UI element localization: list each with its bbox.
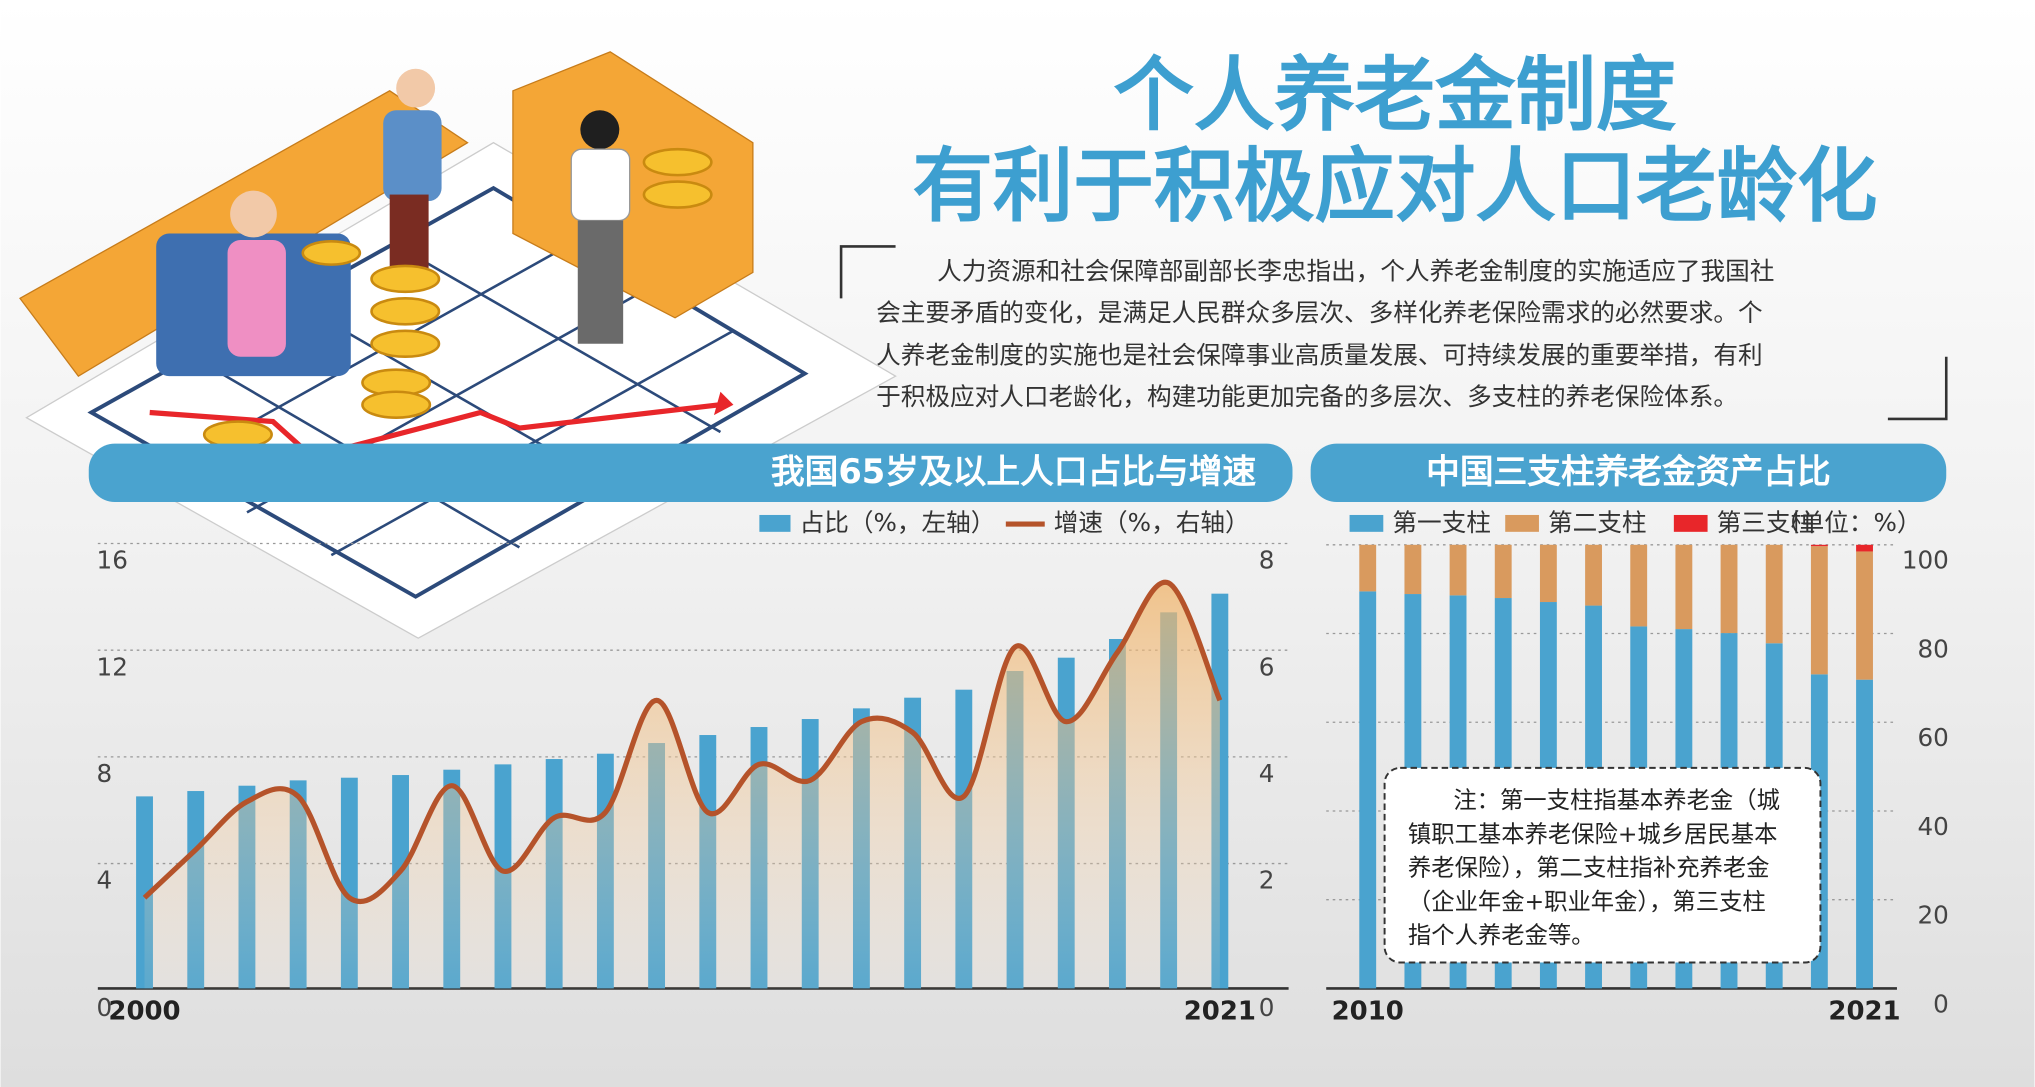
bar-segment [1810,544,1828,547]
x-tick-label: 2010 [1332,996,1404,1026]
y2-tick-label: 0 [1259,993,1275,1022]
y-tick-label: 40 [1917,812,1948,841]
bar-segment [1856,544,1873,552]
bar-segment [1585,544,1602,606]
bar-segment [1359,544,1377,592]
person [570,148,631,222]
y2-tick-label: 8 [1259,546,1275,575]
y-tick-label: 20 [1917,901,1948,930]
y-tick-label: 60 [1917,723,1948,752]
chart-title: 中国三支柱养老金资产占比 [1426,452,1831,491]
bar-segment [1675,544,1693,630]
paragraph-line: 于积极应对人口老龄化，构建功能更加完备的多层次、多支柱的养老保险体系。 [876,382,1738,411]
y-tick-label: 8 [97,759,113,788]
y2-tick-label: 6 [1259,652,1275,681]
title-line: 有利于积极应对人口老龄化 [913,139,1878,233]
legend-label: 增速（%，右轴） [1054,508,1250,537]
bar-segment [1404,544,1422,595]
y-tick-label: 16 [97,546,128,575]
note-line: （企业年金+职业年金），第三支柱 [1408,887,1766,915]
money-stack [512,51,754,319]
y2-tick-label: 2 [1259,866,1275,895]
bar-segment [1765,544,1783,644]
note-line: 镇职工基本养老保险+城乡居民基本 [1408,820,1777,848]
bar-segment [1856,551,1873,680]
grid-board [87,185,809,599]
y-tick-label: 0 [1933,989,1949,1018]
person [230,190,277,238]
person [396,68,436,108]
legend-label: 占比（%，左轴） [800,508,996,537]
note-box [1383,766,1822,964]
legend-swatch [1349,514,1384,532]
x-tick-label: 2000 [108,996,180,1026]
chart-banner [1310,443,1947,502]
y2-tick-label: 4 [1259,759,1275,788]
person [577,220,624,344]
legend-swatch [1673,514,1708,532]
legend-label: 第三支柱 [1717,508,1816,537]
chart-banner [88,443,1293,502]
bar-segment [1494,544,1512,599]
note-line: 指个人养老金等。 [1408,921,1595,949]
bar-segment [1539,544,1557,603]
note-line: 注：第一支柱指基本养老金（城 [1453,786,1780,814]
title-line: 个人养老金制度 [1114,48,1677,142]
person [383,110,442,202]
coins [202,147,713,475]
line [142,579,1223,905]
bar-segment [1359,591,1377,989]
unit-label: （单位：%） [1775,508,1922,537]
bar-segment [1630,544,1648,627]
x-tick-label: 2021 [1184,996,1256,1026]
person [227,239,286,357]
trend-arrow [149,402,721,460]
y-tick-label: 4 [97,866,113,895]
x-tick-label: 2021 [1828,996,1900,1026]
y-tick-label: 0 [97,993,113,1022]
y-tick-label: 100 [1902,546,1949,575]
paragraph-line: 会主要矛盾的变化，是满足人民群众多层次、多样化养老保险需求的必然要求。个 [876,298,1763,327]
legend-label: 第一支柱 [1392,508,1491,537]
legend-swatch [1505,514,1539,532]
bar-segment [1856,679,1873,989]
illustration [19,51,897,639]
note-line: 养老保险），第二支柱指补充养老金 [1408,854,1770,882]
y-tick-label: 80 [1917,634,1948,663]
bar-segment [1810,546,1828,675]
growth-area-fill [144,582,1220,989]
legend-swatch [759,514,791,532]
bracket [839,245,1948,421]
legend-label: 第二支柱 [1548,508,1647,537]
bar-segment [1720,544,1738,634]
paragraph-line: 人力资源和社会保障部副部长李忠指出，个人养老金制度的实施适应了我国社 [937,256,1774,285]
y-tick-label: 12 [97,652,128,681]
paragraph-line: 人养老金制度的实施也是社会保障事业高质量发展、可持续发展的重要举措，有利 [876,341,1763,370]
bar-segment [1449,544,1467,596]
chart-title: 我国65岁及以上人口占比与增速 [771,452,1257,491]
arrow-head [713,391,734,416]
person [580,110,620,150]
